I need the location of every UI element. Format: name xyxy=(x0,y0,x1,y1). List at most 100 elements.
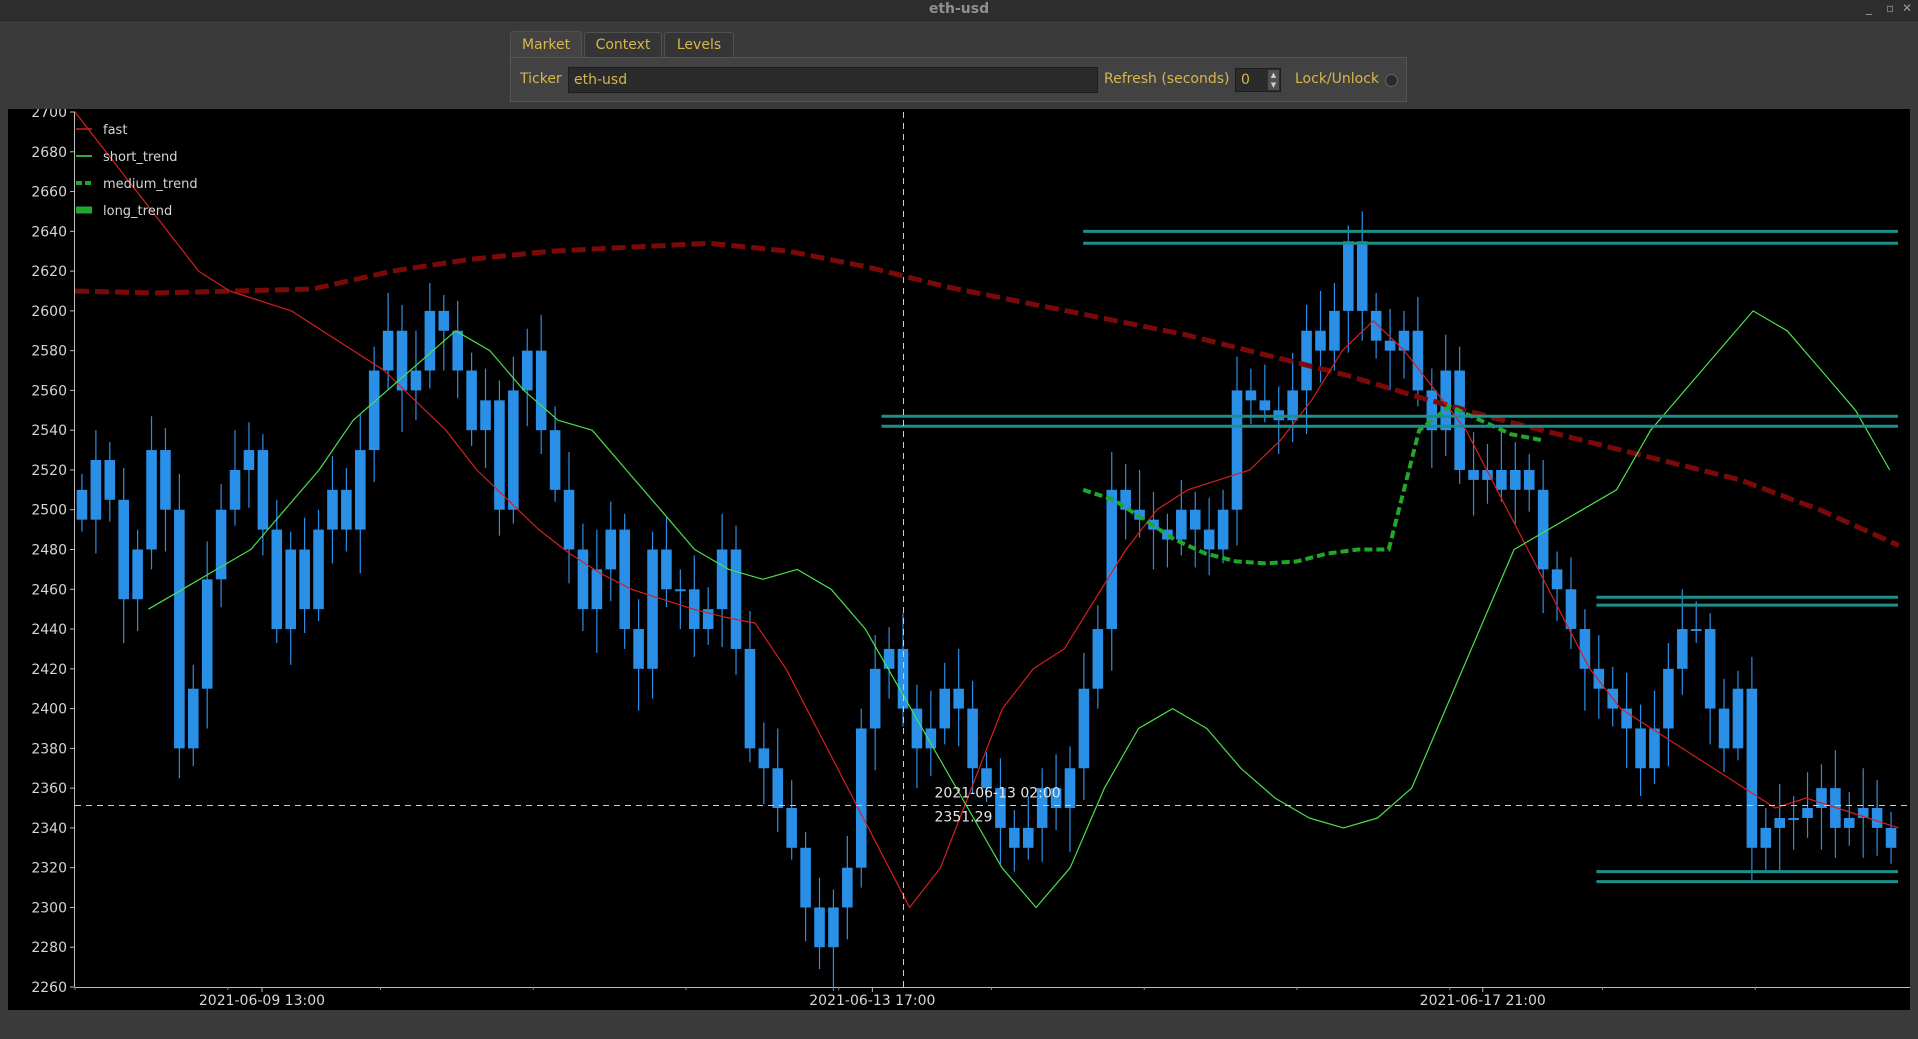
candle-body xyxy=(1718,708,1730,749)
tab-market[interactable]: Market xyxy=(510,31,582,58)
y-tick-label: 2340 xyxy=(31,821,67,837)
spin-down-icon[interactable]: ▼ xyxy=(1270,81,1277,89)
candle-body xyxy=(382,330,394,371)
candle-body xyxy=(327,489,338,530)
candle-body xyxy=(967,708,978,769)
candle-body xyxy=(1106,489,1118,630)
candle-body xyxy=(90,460,102,520)
candle-body xyxy=(1064,768,1076,809)
candle-body xyxy=(271,529,283,630)
candle-body xyxy=(786,808,797,848)
series-short-trend xyxy=(147,310,1891,909)
spin-buttons[interactable]: ▲ ▼ xyxy=(1268,70,1279,90)
candle-body xyxy=(1468,469,1479,480)
lock-label: Lock/Unlock xyxy=(1295,71,1380,87)
chart-background xyxy=(8,109,1910,1010)
lock-toggle[interactable] xyxy=(1385,74,1398,87)
candle-body xyxy=(1231,390,1243,510)
candle-body xyxy=(883,648,895,669)
candle-body xyxy=(466,370,477,431)
candle-body xyxy=(1189,509,1201,530)
y-tick-label: 2260 xyxy=(31,980,67,996)
candle-body xyxy=(1579,629,1591,669)
spin-up-icon[interactable]: ▲ xyxy=(1270,71,1277,79)
x-tick-label: 2021-06-09 13:00 xyxy=(199,993,325,1009)
y-tick-label: 2380 xyxy=(31,741,67,757)
candle-body xyxy=(702,609,714,630)
candle-body xyxy=(480,400,491,431)
candle-body xyxy=(160,450,171,510)
market-panel: Ticker Refresh (seconds) 0 ▲ ▼ Lock/Unlo… xyxy=(510,57,1407,102)
refresh-label: Refresh (seconds) xyxy=(1104,71,1230,87)
candle-body xyxy=(1398,330,1410,351)
candle-body xyxy=(744,648,756,749)
x-tick-label: 2021-06-13 17:00 xyxy=(809,993,935,1009)
candle-body xyxy=(424,310,436,371)
candle-body xyxy=(341,489,352,530)
legend-label: long_trend xyxy=(103,204,172,219)
candle-body xyxy=(605,529,617,570)
candle-body xyxy=(1732,688,1744,749)
candle-body xyxy=(661,549,672,590)
y-tick-label: 2540 xyxy=(31,423,67,439)
candle-body xyxy=(257,450,269,530)
candle-body xyxy=(1496,469,1507,490)
candle-body xyxy=(869,668,881,729)
candle-body xyxy=(535,350,547,431)
close-icon[interactable]: ✕ xyxy=(1902,1,1913,15)
candle-body xyxy=(1690,629,1702,632)
y-tick-label: 2680 xyxy=(31,145,67,161)
y-tick-label: 2580 xyxy=(31,344,67,360)
candle-body xyxy=(1746,688,1758,848)
refresh-spinbox[interactable]: 0 ▲ ▼ xyxy=(1235,68,1281,92)
candle-body xyxy=(577,549,589,610)
y-tick-label: 2320 xyxy=(31,861,67,877)
candle-body xyxy=(118,499,129,600)
candle-body xyxy=(452,330,463,371)
y-tick-label: 2300 xyxy=(31,900,67,916)
candle-body xyxy=(1315,330,1326,351)
ticker-input[interactable] xyxy=(568,67,1098,93)
candle-body xyxy=(1510,469,1521,490)
y-tick-label: 2400 xyxy=(31,702,67,718)
candle-body xyxy=(299,549,310,610)
legend-label: fast xyxy=(103,123,127,138)
candle-body xyxy=(1412,330,1424,391)
candle-body xyxy=(494,400,505,510)
candle-body xyxy=(1301,330,1312,391)
candle-body xyxy=(1760,827,1772,848)
candle-body xyxy=(855,728,867,868)
minimize-icon[interactable]: _ xyxy=(1866,1,1872,15)
candle-body xyxy=(1329,310,1340,351)
window-title: eth-usd xyxy=(928,1,990,17)
candle-body xyxy=(619,529,630,630)
candle-body xyxy=(1621,708,1632,729)
y-tick-label: 2520 xyxy=(31,463,67,479)
tab-context[interactable]: Context xyxy=(584,32,662,58)
candle-body xyxy=(410,370,422,391)
maximize-icon[interactable]: ▫ xyxy=(1886,1,1895,15)
candle-body xyxy=(215,509,227,580)
candle-body xyxy=(313,529,324,610)
y-tick-label: 2620 xyxy=(31,264,67,280)
candle-body xyxy=(1523,469,1535,490)
candle-body xyxy=(1217,509,1229,550)
candle-body xyxy=(1203,529,1215,550)
tab-levels[interactable]: Levels xyxy=(664,32,734,58)
candle-body xyxy=(675,589,686,592)
candle-body xyxy=(508,390,519,510)
candle-body xyxy=(842,867,853,908)
candle-body xyxy=(229,469,241,510)
y-tick-label: 2640 xyxy=(31,224,67,240)
y-tick-label: 2420 xyxy=(31,662,67,678)
crosshair-time-label: 2021-06-13 02:00 xyxy=(935,785,1061,801)
series-medium-trend xyxy=(1082,404,1542,566)
candle-body xyxy=(953,688,964,709)
candle-body xyxy=(1050,788,1062,809)
candle-body xyxy=(647,549,658,669)
price-chart[interactable]: 2260 2280 2300 2320 2340 2360 2380 2400 2420 2440… xyxy=(8,109,1910,1010)
status-bar xyxy=(0,1010,1918,1039)
candle-body xyxy=(174,509,185,749)
legend-label: short_trend xyxy=(103,150,178,165)
candle-body xyxy=(243,450,255,470)
